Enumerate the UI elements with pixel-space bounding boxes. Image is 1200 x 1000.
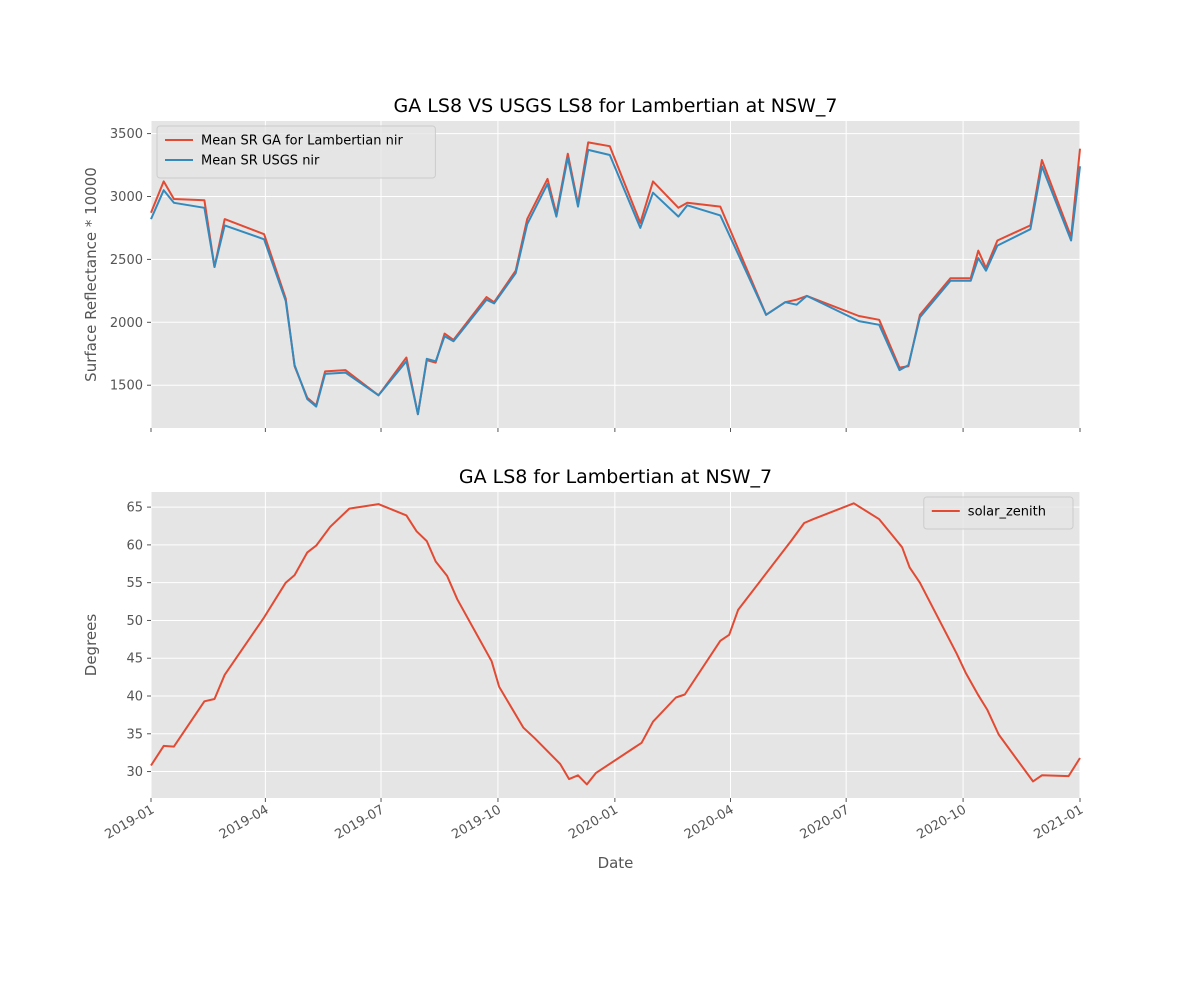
y-tick-label: 3500 bbox=[110, 127, 143, 142]
y-axis-label: Surface Reflectance * 10000 bbox=[82, 167, 100, 382]
legend-box bbox=[923, 496, 1074, 530]
chart-title: GA LS8 VS USGS LS8 for Lambertian at NSW… bbox=[394, 95, 838, 117]
y-tick-label: 50 bbox=[126, 614, 143, 629]
y-tick-label: 2000 bbox=[110, 316, 143, 331]
legend: solar_zenith bbox=[923, 496, 1074, 530]
y-tick-label: 60 bbox=[126, 538, 143, 553]
plot-area bbox=[151, 492, 1080, 798]
legend-entry: solar_zenith bbox=[968, 505, 1046, 520]
y-tick-label: 65 bbox=[126, 501, 143, 516]
y-tick-label: 40 bbox=[126, 690, 143, 705]
y-tick-label: 2500 bbox=[110, 253, 143, 268]
chart-reflectance: 1500 2000 2500 3000 3500 GA LS8 VS USGS LS8 f… bbox=[82, 95, 1081, 432]
y-tick-label: 3000 bbox=[110, 190, 143, 205]
chart-title: GA LS8 for Lambertian at NSW_7 bbox=[459, 466, 772, 488]
x-axis-label: Date bbox=[598, 854, 634, 872]
y-axis-label: Degrees bbox=[82, 614, 100, 677]
legend-box bbox=[156, 125, 436, 179]
series-line-2 bbox=[150, 148, 1081, 416]
y-tick-label: 1500 bbox=[110, 379, 143, 394]
series-line-1 bbox=[150, 502, 1081, 786]
legend-entry: Mean SR USGS nir bbox=[201, 154, 320, 169]
y-tick-label: 45 bbox=[126, 652, 143, 667]
y-tick-label: 55 bbox=[126, 576, 143, 591]
legend-entry: Mean SR GA for Lambertian nir bbox=[201, 134, 403, 149]
y-tick-label: 35 bbox=[126, 727, 143, 742]
legend: Mean SR GA for Lambertian nir Mean SR USG… bbox=[156, 125, 436, 179]
y-tick-label: 30 bbox=[126, 765, 143, 780]
